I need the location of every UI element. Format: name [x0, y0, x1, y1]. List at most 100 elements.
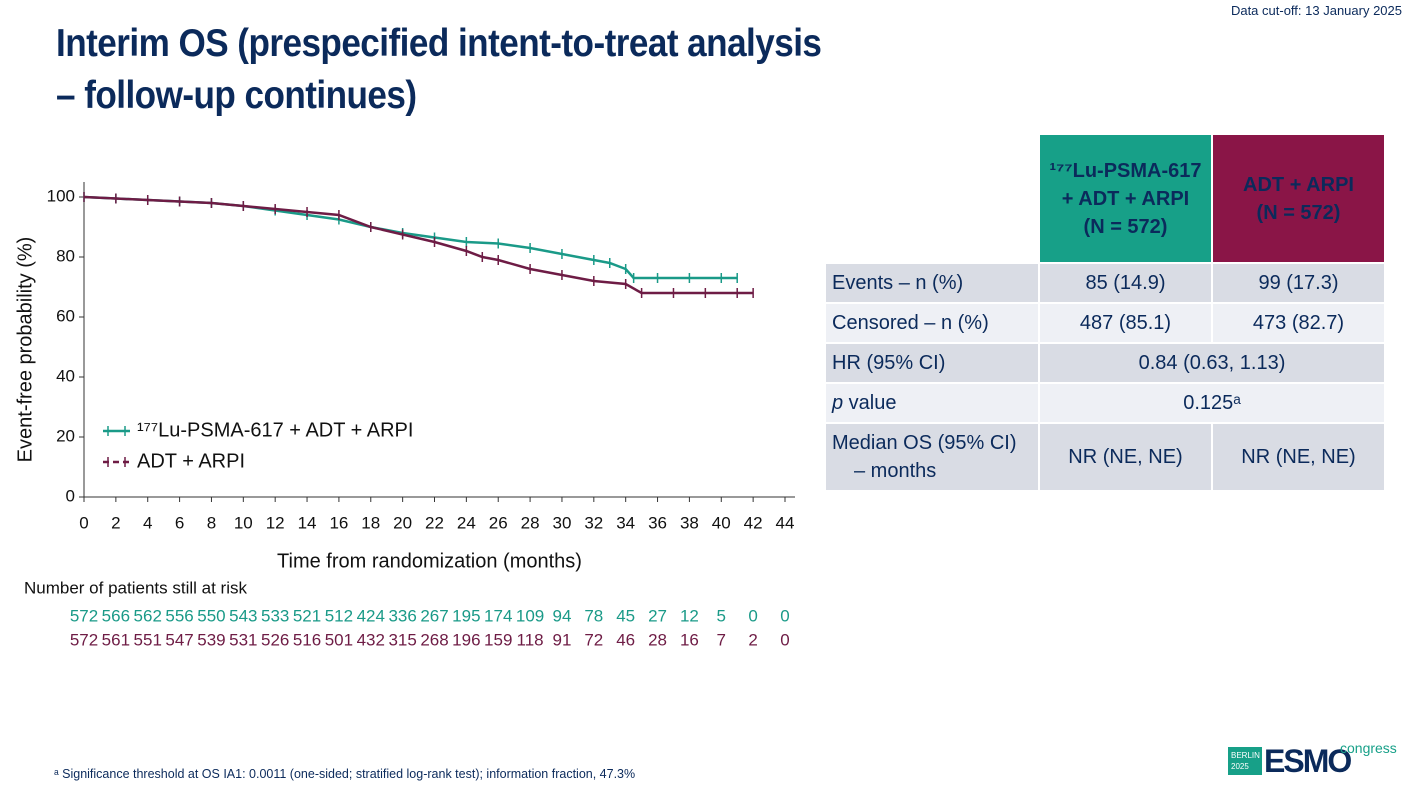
risk-count: 521 — [293, 606, 321, 625]
label-line: p value — [832, 389, 1038, 417]
x-tick-label: 12 — [266, 513, 285, 532]
risk-count: 533 — [261, 606, 289, 625]
x-tick-label: 34 — [616, 513, 635, 532]
x-axis-label: Time from randomization (months) — [277, 550, 582, 572]
logo-brand: ESMO — [1264, 743, 1352, 779]
y-tick-label: 100 — [47, 186, 75, 205]
risk-count: 572 — [70, 630, 98, 649]
risk-count: 45 — [616, 606, 635, 625]
risk-count: 424 — [357, 606, 385, 625]
risk-count: 196 — [452, 630, 480, 649]
logo-badge: BERLIN 2025 — [1228, 747, 1262, 775]
x-tick-label: 2 — [111, 513, 120, 532]
header-line: ADT + ARPI — [1243, 173, 1354, 196]
table-cell: 487 (85.1) — [1040, 304, 1211, 342]
row-label: p value — [826, 384, 1038, 422]
risk-count: 526 — [261, 630, 289, 649]
risk-count: 159 — [484, 630, 512, 649]
title-line: – follow-up continues) — [56, 74, 417, 117]
x-tick-label: 4 — [143, 513, 152, 532]
table-cell: NR (NE, NE) — [1040, 424, 1211, 490]
row-label: Censored – n (%) — [826, 304, 1038, 342]
risk-count: 2 — [748, 630, 757, 649]
label-line: HR (95% CI) — [832, 352, 946, 374]
table-cell: 0.84 (0.63, 1.13) — [1040, 344, 1384, 382]
row-label: Events – n (%) — [826, 264, 1038, 302]
risk-count: 551 — [134, 630, 162, 649]
risk-count: 91 — [552, 630, 571, 649]
risk-count: 28 — [648, 630, 667, 649]
risk-count: 501 — [325, 630, 353, 649]
x-tick-label: 44 — [776, 513, 795, 532]
header-line: + ADT + ARPI — [1061, 187, 1190, 210]
label-part: value — [843, 392, 897, 414]
x-tick-label: 20 — [393, 513, 412, 532]
x-tick-label: 8 — [207, 513, 216, 532]
x-tick-label: 30 — [552, 513, 571, 532]
x-tick-label: 40 — [712, 513, 731, 532]
table-cell: 473 (82.7) — [1213, 304, 1384, 342]
table-cell: NR (NE, NE) — [1213, 424, 1384, 490]
x-tick-label: 18 — [361, 513, 380, 532]
curve — [83, 195, 754, 295]
risk-count: 7 — [717, 630, 726, 649]
risk-count: 531 — [229, 630, 257, 649]
x-tick-label: 0 — [79, 513, 88, 532]
risk-count: 562 — [134, 606, 162, 625]
header-line: (N = 572) — [1256, 201, 1341, 224]
y-tick-label: 0 — [66, 486, 75, 505]
risk-count: 572 — [70, 606, 98, 625]
x-tick-label: 16 — [329, 513, 348, 532]
risk-count: 539 — [197, 630, 225, 649]
risk-count: 5 — [717, 606, 726, 625]
risk-count: 268 — [420, 630, 448, 649]
risk-count: 561 — [102, 630, 130, 649]
risk-count: 543 — [229, 606, 257, 625]
title: Interim OS (prespecified intent-to-treat… — [56, 18, 822, 122]
y-tick-label: 20 — [56, 426, 75, 445]
table-cell: 0.125ᵃ — [1040, 384, 1384, 422]
x-tick-label: 22 — [425, 513, 444, 532]
risk-count: 72 — [584, 630, 603, 649]
x-tick-label: 24 — [457, 513, 476, 532]
risk-count: 556 — [165, 606, 193, 625]
risk-count: 0 — [780, 606, 789, 625]
header-line: (N = 572) — [1083, 215, 1168, 238]
risk-count: 94 — [552, 606, 571, 625]
risk-count: 0 — [780, 630, 789, 649]
row-label: Median OS (95% CI) – months — [826, 424, 1038, 490]
risk-count: 566 — [102, 606, 130, 625]
risk-count: 195 — [452, 606, 480, 625]
label-line: Events – n (%) — [832, 272, 964, 294]
risk-count: 27 — [648, 606, 667, 625]
y-tick-label: 60 — [56, 306, 75, 325]
legend-label: ADT + ARPI — [137, 450, 245, 472]
y-tick-label: 40 — [56, 366, 75, 385]
logo-city: BERLIN — [1231, 751, 1260, 760]
label-line: Censored – n (%) — [832, 312, 989, 334]
x-tick-label: 6 — [175, 513, 184, 532]
risk-count: 109 — [516, 606, 544, 625]
logo-year: 2025 — [1231, 762, 1249, 771]
risk-count: 516 — [293, 630, 321, 649]
risk-count: 16 — [680, 630, 699, 649]
risk-count: 118 — [517, 630, 544, 649]
risk-count: 267 — [420, 606, 448, 625]
logo-tag: congress — [1340, 740, 1397, 756]
x-tick-label: 28 — [521, 513, 540, 532]
x-tick-label: 14 — [298, 513, 317, 532]
risk-count: 315 — [388, 630, 416, 649]
y-tick-label: 80 — [56, 246, 75, 265]
x-tick-label: 26 — [489, 513, 508, 532]
footnote: ᵃ Significance threshold at OS IA1: 0.00… — [54, 767, 636, 781]
label-part: p — [832, 392, 844, 414]
x-tick-label: 32 — [584, 513, 603, 532]
table-cell: 99 (17.3) — [1213, 264, 1384, 302]
y-axis-label: Event-free probability (%) — [14, 237, 36, 463]
label-line: – months — [854, 460, 937, 482]
x-tick-label: 10 — [234, 513, 253, 532]
header-line: ¹⁷⁷Lu-PSMA-617 — [1049, 159, 1202, 182]
title-line: Interim OS (prespecified intent-to-treat… — [56, 22, 822, 65]
